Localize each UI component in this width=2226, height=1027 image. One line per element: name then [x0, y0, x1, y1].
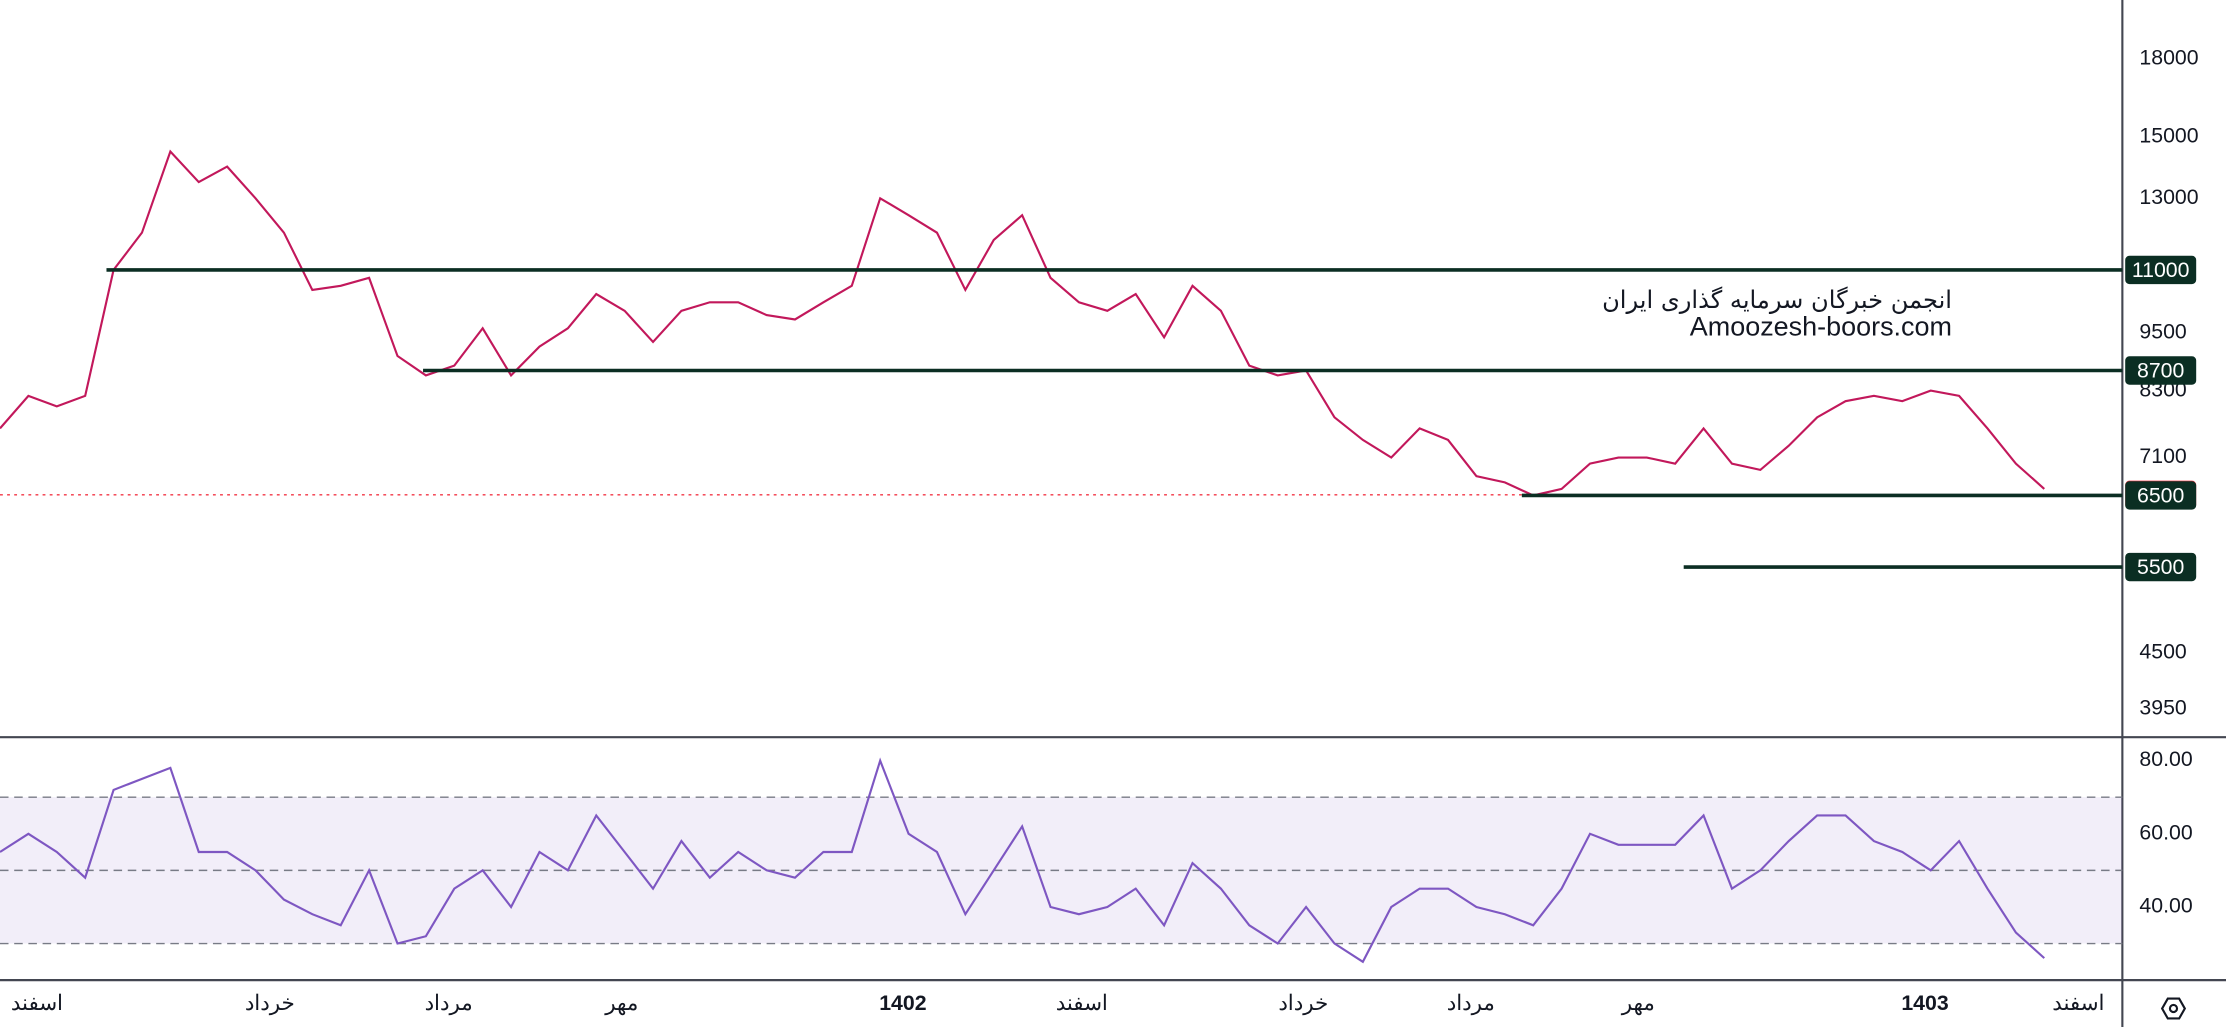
y-tick-label: 60.00 [2139, 820, 2192, 844]
y-tick-label: 18000 [2139, 45, 2198, 69]
y-tick-label: 3950 [2139, 696, 2187, 720]
y-tick-label: 4500 [2139, 640, 2187, 664]
level-label: 5500 [2137, 555, 2185, 579]
x-tick-label: اسفند [1056, 991, 1108, 1015]
y-tick-label: 40.00 [2139, 894, 2192, 918]
x-tick-label: اسفند [11, 991, 63, 1015]
y-tick-label: 13000 [2139, 185, 2198, 209]
x-tick-label: 1402 [879, 991, 926, 1015]
x-tick-label: خرداد [245, 991, 295, 1016]
level-box [2125, 552, 2197, 582]
level-label: 11000 [2132, 258, 2190, 282]
y-tick-label: 7100 [2139, 444, 2187, 468]
line-rsi [0, 757, 2045, 964]
x-tick-label: مهر [1621, 991, 1655, 1016]
level-box [2125, 255, 2197, 285]
level-label: 8700 [2137, 359, 2185, 383]
x-tick-label: 1403 [1901, 991, 1949, 1015]
y-tick-label: 80.00 [2139, 747, 2192, 771]
x-tick-label: مرداد [425, 991, 473, 1016]
x-tick-label: خرداد [1278, 991, 1328, 1016]
level-label: 6500 [2137, 483, 2185, 507]
y-tick-label: 9500 [2139, 319, 2187, 343]
x-tick-label: مهر [604, 991, 638, 1016]
x-tick-label: اسفند [2052, 991, 2104, 1015]
x-tick-label: مرداد [1447, 991, 1495, 1016]
watermark-title: انجمن خبرگان سرمایه گذاری ایران [1602, 286, 1952, 314]
y-tick-label: 15000 [2139, 124, 2198, 148]
level-box [2125, 481, 2197, 510]
watermark-url: Amoozesh-boors.com [1690, 311, 1952, 341]
level-box [2125, 356, 2197, 385]
line-price [0, 149, 2045, 497]
settings-icon[interactable] [2160, 997, 2187, 1020]
